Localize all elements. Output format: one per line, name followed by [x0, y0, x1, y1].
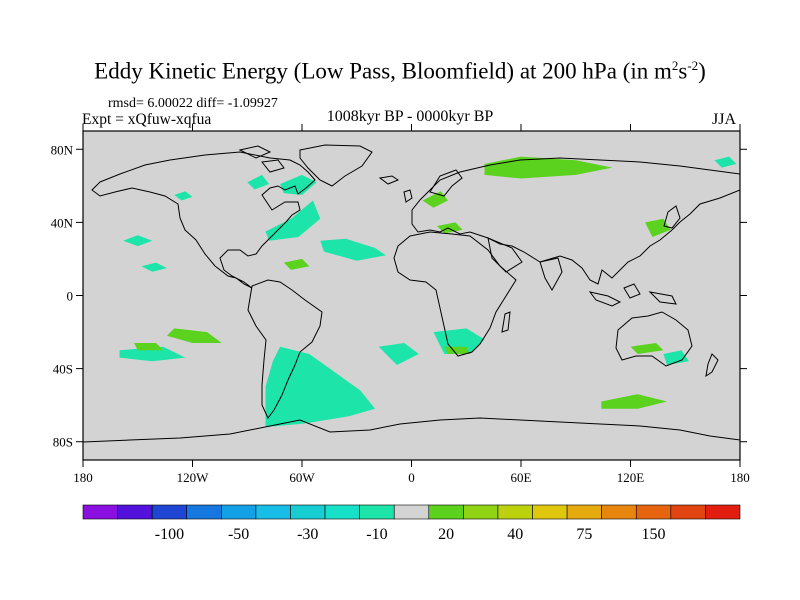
x-tick-label: 180 — [730, 470, 750, 485]
region-positive-indian-east — [630, 343, 664, 354]
x-tick-label: 60E — [511, 470, 532, 485]
colorbar-box — [151, 504, 188, 520]
region-north-atlantic — [265, 200, 321, 241]
coast-scandinavia — [429, 169, 463, 197]
colorbar-label: -50 — [228, 526, 249, 543]
colorbar-box — [221, 504, 257, 520]
region-central-atlantic — [320, 238, 386, 261]
region-hudson-bay — [247, 174, 270, 190]
x-tick-label: 180 — [73, 470, 93, 485]
colorbar-box — [117, 504, 153, 520]
coast-iceland — [378, 175, 400, 185]
colorbar-box — [566, 504, 602, 520]
coast-japan — [663, 205, 681, 229]
anomaly-regions — [119, 156, 737, 428]
region-north-pacific-west — [123, 235, 153, 247]
x-tick-label: 120E — [617, 470, 645, 485]
colorbar-label: 40 — [507, 526, 523, 543]
region-positive-siberia-north — [484, 156, 613, 179]
colorbar-box — [705, 504, 741, 520]
coast-new-zealand — [705, 353, 719, 378]
coast-madagascar — [501, 311, 511, 333]
region-bering-sea — [714, 156, 737, 168]
colorbar-box — [324, 504, 360, 520]
x-tick-label: 120W — [177, 470, 210, 485]
colorbar-box — [670, 504, 706, 520]
colorbar-box — [82, 504, 118, 520]
colorbar-box — [359, 504, 395, 520]
title-sup-2: -2 — [687, 58, 699, 73]
y-tick-label: 40N — [51, 215, 74, 230]
colorbar-box — [255, 504, 291, 520]
axis-ticks: 180 120W 60W 0 60E 120E 180 80N 40N 0 40S 80S — [51, 124, 750, 485]
colorbar-box — [428, 504, 464, 520]
colorbar-box — [497, 504, 533, 520]
y-tick-label: 0 — [67, 289, 74, 304]
coast-india — [539, 257, 563, 292]
x-tick-label: 60W — [289, 470, 315, 485]
y-tick-label: 40S — [53, 362, 73, 377]
region-south-atlantic-east — [378, 343, 419, 365]
colorbar-label: 150 — [642, 526, 666, 543]
colorbar-label: -30 — [297, 526, 318, 543]
coast-se-asia — [588, 283, 677, 307]
region-positive-japan-east — [645, 218, 671, 237]
region-positive-africa-south-west — [444, 346, 470, 354]
region-east-pacific — [141, 262, 167, 272]
colorbar: -100 -50 -30 -10 20 40 75 150 — [82, 504, 741, 543]
title-unit: s — [678, 58, 688, 84]
coast-antarctica — [83, 417, 740, 443]
coast-north-america — [91, 151, 316, 289]
colorbar-label: 20 — [438, 526, 454, 543]
title-sup-1: 2 — [671, 58, 679, 73]
title-close: ) — [698, 58, 706, 84]
colorbar-label: -10 — [366, 526, 387, 543]
colorbar-box — [532, 504, 568, 520]
coastlines — [83, 144, 740, 443]
coast-south-america — [247, 279, 323, 419]
coast-arctic-islands — [238, 145, 285, 173]
title-text: Eddy Kinetic Energy (Low Pass, Bloomfiel… — [94, 58, 672, 84]
experiment-label: Expt = xQfuw-xqfua — [82, 111, 212, 128]
colorbar-label: 75 — [576, 526, 592, 543]
colorbar-box — [290, 504, 326, 520]
coast-greenland — [299, 144, 373, 187]
region-positive-pacific-east — [166, 328, 222, 343]
coast-british-isles — [403, 189, 413, 203]
region-south-pacific-east — [119, 346, 186, 362]
chart-title: Eddy Kinetic Energy (Low Pass, Bloomfiel… — [0, 58, 800, 85]
region-south-atlantic-west — [265, 346, 375, 428]
colorbar-box — [186, 504, 222, 520]
region-positive-indian-south — [601, 394, 667, 409]
x-tick-label: 0 — [408, 470, 415, 485]
map-background — [83, 131, 740, 460]
region-alaska-coast — [174, 191, 193, 201]
period-label: 1008kyr BP - 0000kyr BP — [326, 108, 494, 125]
colorbar-label: -100 — [155, 526, 184, 543]
y-tick-label: 80N — [51, 142, 74, 157]
region-positive-pacific-south-east — [134, 343, 164, 351]
region-positive-north-pacific-east — [283, 258, 310, 270]
y-tick-label: 80S — [53, 435, 73, 450]
region-labrador-sea — [280, 174, 317, 195]
season-label: JJA — [712, 111, 737, 128]
colorbar-box — [635, 504, 672, 520]
coast-australia — [615, 311, 693, 367]
coast-africa — [393, 231, 517, 357]
colorbar-box — [601, 504, 637, 520]
coast-eurasia — [411, 157, 740, 285]
colorbar-box — [393, 504, 430, 520]
colorbar-box — [463, 504, 499, 520]
stats-line: rmsd= 6.00022 diff= -1.09927 — [108, 96, 278, 111]
region-indian-ocean-east — [663, 350, 689, 365]
